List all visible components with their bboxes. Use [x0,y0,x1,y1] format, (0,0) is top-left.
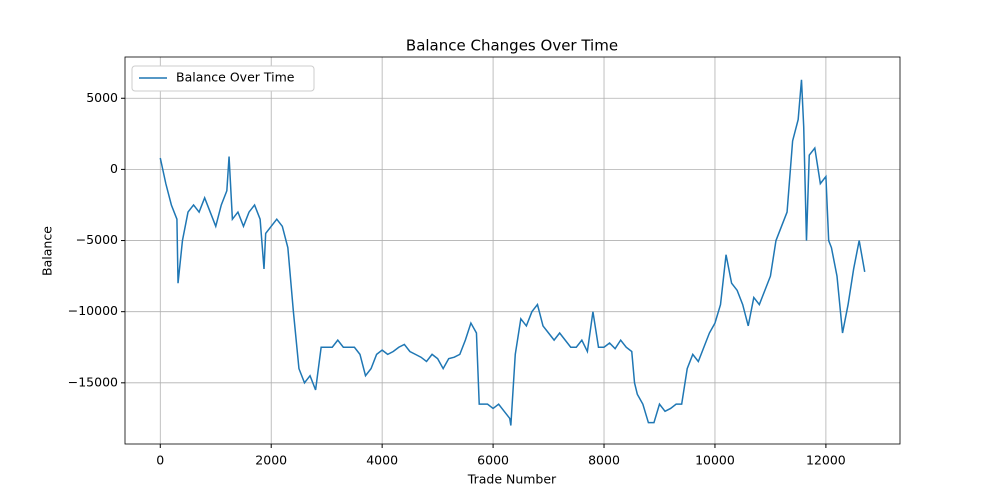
y-tick-label: −10000 [68,303,118,318]
legend-label: Balance Over Time [176,70,295,85]
y-axis-label: Balance [40,226,55,276]
data-line [159,79,866,426]
x-tick-label: 10000 [695,453,735,468]
y-tick-label: 5000 [86,90,118,105]
x-axis-label: Trade Number [467,472,557,487]
x-tick-label: 0 [156,453,164,468]
x-tick-label: 6000 [477,453,509,468]
x-tick-label: 8000 [588,453,620,468]
legend-box [131,65,315,92]
x-tick-label: 2000 [255,453,287,468]
chart-title: Balance Changes Over Time [406,37,618,55]
y-tick-label: 0 [110,161,118,176]
y-tick-label: −15000 [68,374,118,389]
y-tick-label: −5000 [76,232,118,247]
plot-frame [124,56,901,445]
x-tick-label: 12000 [806,453,846,468]
x-tick-label: 4000 [366,453,398,468]
